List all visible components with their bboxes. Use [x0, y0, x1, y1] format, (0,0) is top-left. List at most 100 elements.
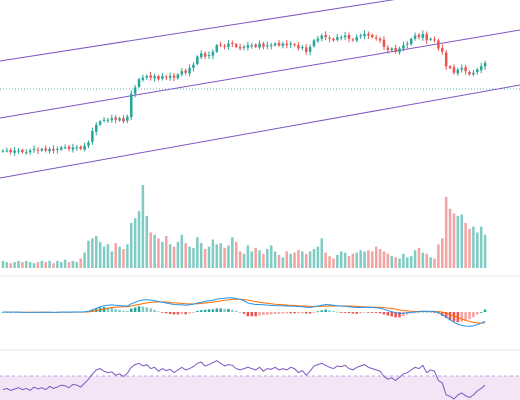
channel-middle-line[interactable] — [0, 29, 520, 119]
candle[interactable] — [44, 145, 47, 153]
macd-histogram-bar[interactable] — [406, 312, 409, 315]
macd-histogram-bar[interactable] — [351, 312, 355, 314]
volume-bar[interactable] — [176, 241, 180, 268]
volume-bar[interactable] — [153, 234, 156, 268]
macd-histogram-bar[interactable] — [188, 312, 191, 314]
candle[interactable] — [347, 32, 351, 43]
candle[interactable] — [262, 41, 265, 50]
volume-bar[interactable] — [324, 252, 327, 268]
candle-body[interactable] — [176, 74, 180, 79]
macd-histogram-bar[interactable] — [394, 312, 397, 318]
volume-bar[interactable] — [262, 253, 265, 268]
macd-histogram-bar[interactable] — [231, 309, 234, 312]
volume-bar[interactable] — [145, 215, 149, 268]
candle[interactable] — [238, 43, 242, 51]
candle-body[interactable] — [13, 150, 16, 153]
candle-body[interactable] — [363, 33, 366, 37]
volume-bar[interactable] — [157, 238, 160, 268]
candle-body[interactable] — [215, 45, 219, 52]
macd-histogram-bar[interactable] — [234, 310, 238, 312]
candle[interactable] — [211, 49, 215, 60]
candle[interactable] — [336, 34, 339, 42]
candle-body[interactable] — [273, 43, 277, 46]
volume-bar[interactable] — [98, 241, 102, 268]
volume-bar[interactable] — [304, 253, 308, 268]
candle[interactable] — [36, 147, 40, 155]
candle[interactable] — [409, 37, 413, 46]
candle-body[interactable] — [75, 147, 79, 149]
candle[interactable] — [231, 40, 234, 48]
candle[interactable] — [273, 42, 277, 47]
candle[interactable] — [63, 144, 67, 150]
candle[interactable] — [106, 117, 110, 123]
macd-histogram-bar[interactable] — [133, 307, 137, 313]
macd-histogram-bar[interactable] — [266, 312, 269, 315]
candle-body[interactable] — [479, 66, 483, 71]
volume-bar[interactable] — [367, 250, 370, 268]
candlestick-series[interactable] — [1, 30, 487, 156]
candle-body[interactable] — [269, 45, 273, 47]
candle-body[interactable] — [390, 48, 394, 51]
macd-histogram-bar[interactable] — [126, 311, 129, 312]
candle-body[interactable] — [347, 34, 351, 39]
candle-body[interactable] — [444, 52, 448, 67]
candle[interactable] — [297, 42, 300, 51]
volume-bar[interactable] — [141, 185, 145, 268]
candle-body[interactable] — [460, 67, 463, 70]
candle[interactable] — [468, 70, 471, 76]
candle[interactable] — [98, 120, 102, 126]
channel-upper-line[interactable] — [0, 0, 520, 62]
candle[interactable] — [421, 30, 425, 41]
candle[interactable] — [413, 32, 417, 41]
candle[interactable] — [145, 74, 149, 81]
macd-histogram-bar[interactable] — [106, 307, 110, 313]
candle-body[interactable] — [437, 40, 440, 49]
volume-bar[interactable] — [126, 244, 129, 268]
macd-histogram-bar[interactable] — [102, 307, 106, 312]
candle[interactable] — [374, 34, 378, 41]
macd-histogram[interactable] — [1, 306, 487, 323]
volume-bar[interactable] — [476, 232, 479, 268]
candle-body[interactable] — [285, 43, 289, 46]
macd-histogram-bar[interactable] — [421, 311, 425, 313]
candle-body[interactable] — [48, 148, 51, 152]
channel-lower-line[interactable] — [0, 84, 520, 179]
macd-histogram-bar[interactable] — [460, 312, 463, 322]
macd-histogram-bar[interactable] — [250, 312, 254, 317]
candle-body[interactable] — [258, 43, 261, 48]
macd-histogram-bar[interactable] — [476, 312, 479, 315]
rsi-line[interactable] — [2, 360, 486, 400]
volume-bar[interactable] — [332, 258, 335, 268]
candle-body[interactable] — [25, 152, 28, 154]
candle[interactable] — [355, 34, 359, 43]
candle[interactable] — [301, 45, 304, 51]
macd-histogram-bar[interactable] — [293, 312, 296, 314]
macd-histogram-bar[interactable] — [339, 312, 343, 313]
candle-body[interactable] — [351, 39, 355, 41]
candle[interactable] — [437, 38, 440, 51]
volume-bar[interactable] — [56, 260, 59, 268]
macd-histogram-bar[interactable] — [269, 312, 273, 315]
candle[interactable] — [425, 31, 428, 44]
candle[interactable] — [168, 72, 172, 81]
candle-body[interactable] — [456, 69, 460, 74]
candle-body[interactable] — [63, 147, 67, 149]
candle[interactable] — [25, 149, 28, 155]
macd-histogram-bar[interactable] — [192, 312, 195, 313]
macd-histogram-bar[interactable] — [402, 312, 405, 317]
candle-body[interactable] — [110, 118, 114, 120]
volume-bar[interactable] — [254, 247, 257, 268]
candle[interactable] — [172, 72, 176, 82]
volume-bar[interactable] — [363, 251, 366, 268]
candle-body[interactable] — [219, 44, 222, 46]
candle-body[interactable] — [184, 70, 187, 73]
candle[interactable] — [219, 41, 222, 48]
volume-bar[interactable] — [215, 244, 219, 268]
macd-histogram-bar[interactable] — [258, 312, 261, 316]
candle[interactable] — [223, 44, 226, 50]
candle-body[interactable] — [223, 45, 226, 47]
candle-body[interactable] — [1, 150, 5, 152]
candle[interactable] — [479, 62, 483, 74]
volume-bar[interactable] — [460, 214, 463, 268]
candle-body[interactable] — [382, 39, 386, 47]
